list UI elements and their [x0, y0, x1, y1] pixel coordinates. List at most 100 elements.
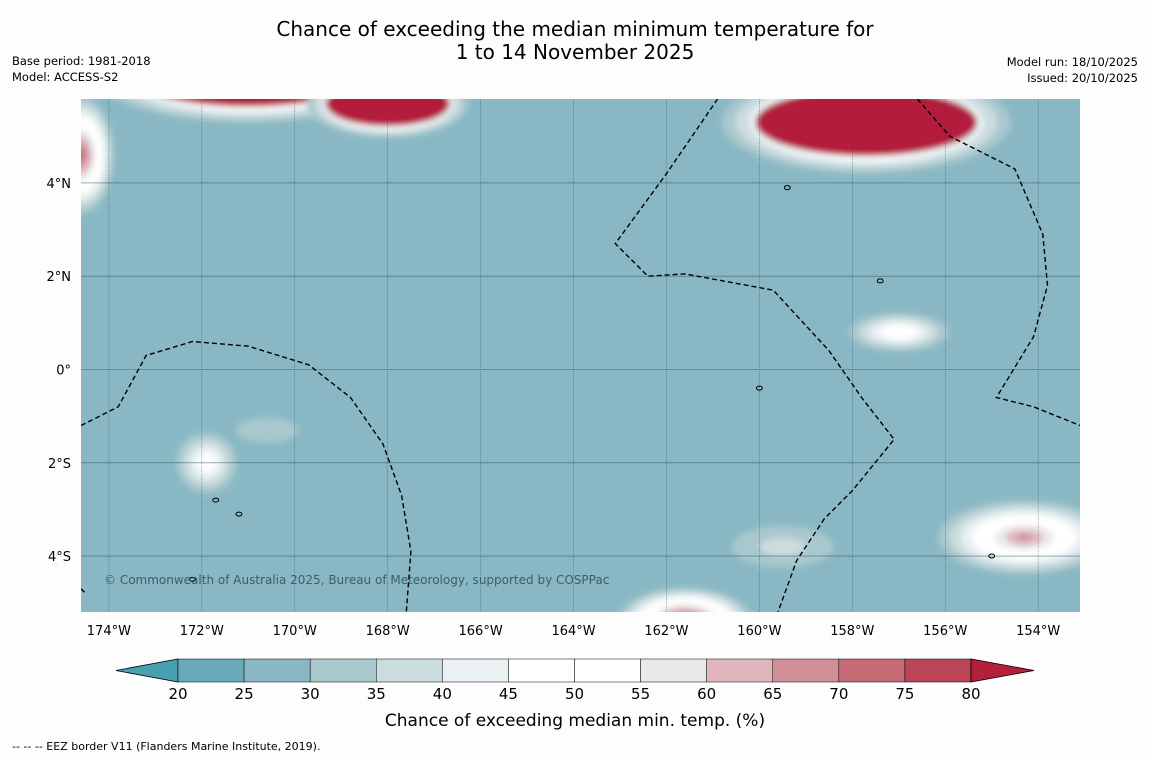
colorbar-tick-label: 65 [763, 685, 782, 703]
anomaly-region-north-east [721, 99, 1011, 174]
lon-tick-label: 162°W [644, 624, 688, 639]
colorbar: 20 25 30 35 40 45 50 55 60 65 70 75 80 [115, 658, 1035, 703]
contour-band [1017, 534, 1032, 541]
colorbar-tick-label: 50 [565, 685, 584, 703]
colorbar-swatch [706, 658, 774, 683]
contour-band [325, 99, 450, 127]
lat-tick-label: 4°S [48, 550, 71, 565]
lat-tick-label: 0° [56, 363, 71, 378]
map-axes: 174°W 172°W 170°W 168°W 166°W 164°W 162°W 160°W… [47, 177, 1061, 639]
eez-footnote: -- -- -- EEZ border V11 (Flanders Marine… [12, 740, 321, 753]
map-title-line1: Chance of exceeding the median minimum t… [276, 17, 874, 41]
colorbar-tick-label: 75 [895, 685, 914, 703]
lon-tick-label: 154°W [1016, 624, 1060, 639]
island-outline [235, 511, 243, 517]
meta-left: Base period: 1981-2018 Model: ACCESS-S2 [12, 54, 151, 85]
map-panel: © Commonwealth of Australia 2025, Bureau… [81, 55, 1080, 612]
model-text: Model: ACCESS-S2 [12, 69, 119, 84]
colorbar-under-arrow [115, 658, 179, 683]
anomaly-region-south-west-plume [235, 417, 298, 443]
colorbar-swatch [376, 658, 443, 683]
lat-tick-label: 2°S [48, 457, 71, 472]
island-outline [189, 576, 197, 582]
contour-band [217, 99, 280, 101]
colorbar-swatch [442, 658, 509, 683]
lon-tick-label: 168°W [366, 624, 410, 639]
colorbar-tick-label: 25 [235, 685, 254, 703]
colorbar-swatch [508, 658, 575, 683]
base-period-text: Base period: 1981-2018 [12, 54, 151, 68]
lat-tick-label: 4°N [47, 177, 72, 192]
contour-band [676, 611, 694, 612]
meta-right: Model run: 18/10/2025 Issued: 20/10/2025 [1007, 55, 1138, 86]
contour-band [223, 68, 274, 84]
lon-tick-label: 156°W [923, 624, 967, 639]
lon-tick-label: 172°W [180, 624, 224, 639]
island-outline [876, 278, 884, 284]
model-run-text: Model run: 18/10/2025 [1006, 55, 1138, 69]
island-layer [189, 185, 996, 582]
contour-band [81, 142, 88, 167]
eez-border [916, 99, 1080, 427]
lon-tick-label: 166°W [459, 624, 503, 639]
anomaly-region-north-central [306, 99, 469, 138]
lon-tick-label: 170°W [273, 624, 317, 639]
colorbar-swatch [309, 658, 377, 683]
colorbar-swatch [574, 658, 641, 683]
map-figure: © Commonwealth of Australia 2025, Bureau… [47, 55, 1080, 731]
colorbar-swatch [904, 658, 972, 683]
contour-band [755, 99, 977, 156]
colorbar-swatch [640, 658, 707, 683]
colorbar-tick-label: 70 [829, 685, 848, 703]
contour-band [171, 99, 325, 107]
colorbar-tick-label: 40 [433, 685, 452, 703]
colorbar-swatch [243, 658, 311, 683]
anomaly-region-east-equatorial [848, 312, 949, 352]
map-background [81, 99, 1080, 612]
colorbar-swatch [772, 658, 840, 683]
colorbar-label: Chance of exceeding median min. temp. (%… [385, 711, 765, 731]
graticule [81, 99, 1080, 612]
colorbar-over-arrow [970, 658, 1035, 683]
colorbar-tick-label: 30 [301, 685, 320, 703]
colorbar-tick-label: 60 [697, 685, 716, 703]
anomaly-region-north-west [115, 55, 382, 123]
contour-band [665, 607, 705, 612]
colorbar-swatch [177, 658, 245, 683]
contour-band [81, 149, 85, 161]
eez-border [614, 99, 895, 612]
contour-band [180, 55, 316, 97]
contour-band [209, 64, 288, 88]
map-title-line2: 1 to 14 November 2025 [455, 40, 695, 64]
contour-band [235, 417, 298, 443]
island-outline [783, 185, 791, 191]
lat-tick-label: 2°N [47, 270, 72, 285]
contour-band [760, 537, 806, 557]
anomaly-region-south-central [620, 587, 751, 612]
eez-border [81, 588, 87, 594]
colorbar-tick-label: 80 [961, 685, 980, 703]
copyright-note: © Commonwealth of Australia 2025, Bureau… [104, 573, 609, 587]
colorbar-tick-label: 35 [367, 685, 386, 703]
lon-tick-label: 164°W [551, 624, 595, 639]
lon-tick-label: 174°W [87, 624, 131, 639]
island-outline [212, 497, 220, 503]
island-outline [755, 385, 763, 391]
issued-text: Issued: 20/10/2025 [1027, 70, 1138, 85]
lon-tick-label: 160°W [737, 624, 781, 639]
colorbar-tick-label: 45 [499, 685, 518, 703]
anomaly-region-south-east-plume [731, 525, 834, 568]
lon-tick-label: 158°W [830, 624, 874, 639]
colorbar-tick-label: 20 [168, 685, 187, 703]
eez-border-layer [81, 99, 1080, 612]
contour-band [189, 99, 308, 106]
contour-band [194, 59, 302, 92]
island-outline [988, 553, 996, 559]
eez-border [81, 340, 412, 612]
map-title: Chance of exceeding the median minimum t… [0, 18, 1150, 64]
colorbar-tick-label: 55 [631, 685, 650, 703]
contour-band [237, 72, 260, 79]
anomaly-region-north-west-edge [81, 99, 115, 214]
anomaly-region-south-east [938, 500, 1080, 575]
colorbar-swatch [838, 658, 906, 683]
